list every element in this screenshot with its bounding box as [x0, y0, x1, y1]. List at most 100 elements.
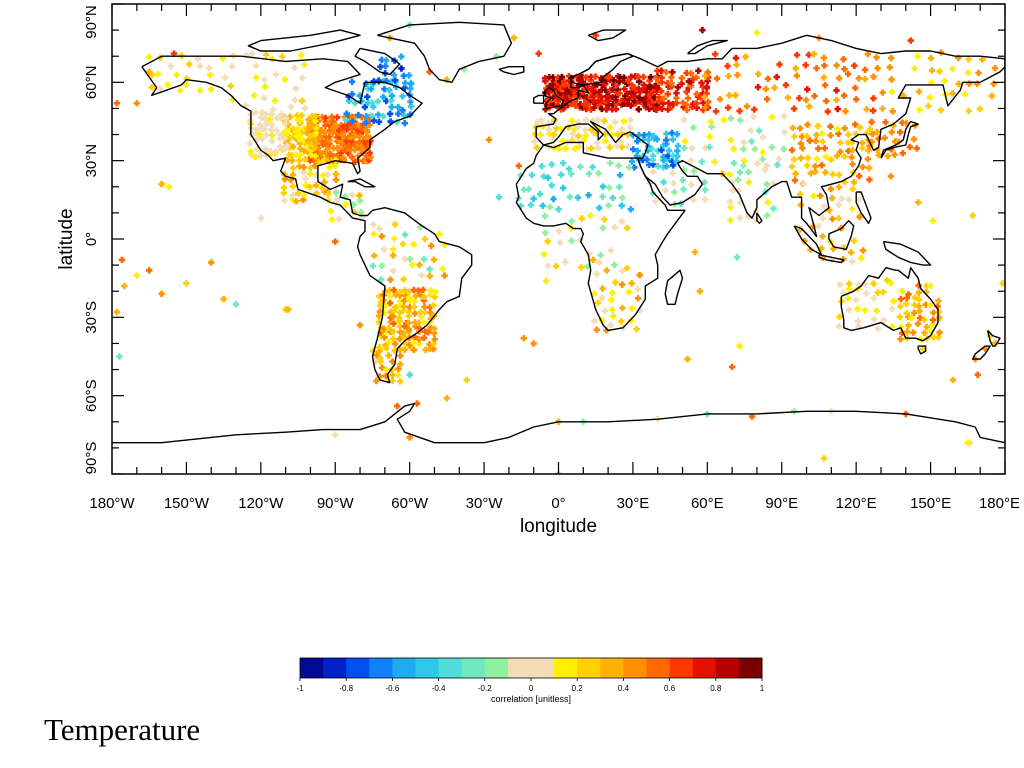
station-marker — [849, 161, 856, 168]
station-marker — [748, 413, 756, 420]
station-marker — [370, 252, 378, 259]
station-marker — [366, 117, 373, 125]
station-marker — [581, 136, 588, 143]
station-marker — [373, 377, 380, 385]
station-marker — [363, 138, 370, 146]
station-marker — [591, 290, 598, 297]
station-marker — [307, 120, 314, 127]
station-marker — [364, 93, 371, 101]
station-marker — [315, 158, 322, 165]
station-marker — [827, 123, 834, 130]
station-marker — [698, 79, 705, 87]
station-marker — [300, 147, 308, 155]
station-marker — [378, 364, 386, 371]
station-marker — [370, 117, 377, 124]
station-marker — [806, 137, 813, 144]
station-marker — [572, 89, 579, 97]
station-marker — [406, 255, 414, 263]
station-marker — [619, 267, 626, 275]
station-marker — [683, 69, 690, 77]
station-marker — [364, 85, 372, 92]
station-marker — [726, 171, 733, 178]
station-marker — [401, 112, 408, 119]
station-marker — [773, 73, 780, 81]
x-tick-label: 180°W — [89, 495, 135, 512]
station-marker — [183, 75, 190, 82]
station-marker — [307, 147, 315, 154]
station-marker — [866, 125, 874, 133]
station-marker — [595, 170, 602, 177]
station-marker — [257, 152, 264, 159]
station-marker — [730, 145, 737, 153]
station-marker — [829, 171, 836, 178]
station-marker — [608, 296, 615, 303]
station-marker — [297, 152, 304, 159]
station-marker — [658, 105, 666, 113]
station-marker — [312, 124, 320, 132]
station-marker — [426, 345, 434, 352]
station-marker — [289, 191, 297, 199]
station-marker — [401, 287, 408, 294]
colorbar-tick-label: 0.8 — [710, 684, 722, 693]
station-marker — [287, 176, 295, 184]
station-marker — [380, 112, 387, 120]
station-marker — [769, 180, 777, 187]
station-marker — [599, 193, 606, 200]
station-marker — [874, 325, 882, 332]
station-marker — [390, 313, 397, 320]
station-marker — [724, 104, 732, 111]
station-marker — [148, 71, 156, 79]
station-marker — [822, 97, 830, 105]
station-marker — [618, 318, 625, 325]
station-marker — [754, 160, 761, 167]
station-marker — [368, 99, 376, 106]
station-marker — [949, 65, 956, 73]
station-marker — [837, 148, 844, 155]
station-marker — [841, 178, 849, 186]
station-marker — [607, 247, 615, 254]
y-tick-label: 90°S — [83, 442, 100, 475]
station-marker — [304, 148, 311, 156]
station-marker — [763, 181, 771, 188]
station-marker — [712, 108, 720, 115]
station-marker — [591, 317, 598, 325]
station-marker — [627, 206, 635, 213]
station-marker — [635, 78, 643, 85]
station-marker — [663, 130, 670, 137]
station-marker — [367, 85, 375, 93]
station-marker — [655, 93, 663, 101]
station-marker — [605, 88, 612, 96]
station-marker — [886, 64, 894, 71]
station-marker — [427, 287, 435, 294]
station-marker — [677, 200, 685, 207]
colorbar-tick-label: 0.6 — [664, 684, 676, 693]
station-marker — [294, 125, 301, 132]
station-marker — [427, 324, 434, 331]
station-marker — [539, 202, 546, 209]
station-marker — [318, 127, 325, 134]
station-marker — [678, 74, 686, 82]
station-marker — [609, 312, 617, 320]
station-marker — [681, 138, 689, 145]
station-marker — [974, 371, 981, 378]
x-axis-title: longitude — [520, 516, 597, 537]
station-marker — [573, 94, 581, 101]
station-marker — [658, 79, 665, 86]
station-marker — [566, 193, 574, 201]
station-marker — [936, 314, 943, 322]
station-marker — [623, 264, 631, 272]
station-marker — [377, 63, 384, 70]
station-marker — [612, 93, 620, 100]
station-marker — [852, 130, 860, 138]
station-marker — [620, 117, 628, 125]
station-marker — [583, 93, 591, 101]
station-marker — [628, 158, 636, 165]
station-marker — [530, 340, 537, 347]
station-marker — [837, 139, 844, 146]
station-marker — [390, 286, 397, 294]
station-marker — [900, 92, 907, 99]
station-marker — [396, 288, 403, 296]
station-marker — [818, 162, 825, 169]
station-marker — [401, 231, 409, 238]
station-marker — [148, 84, 156, 91]
